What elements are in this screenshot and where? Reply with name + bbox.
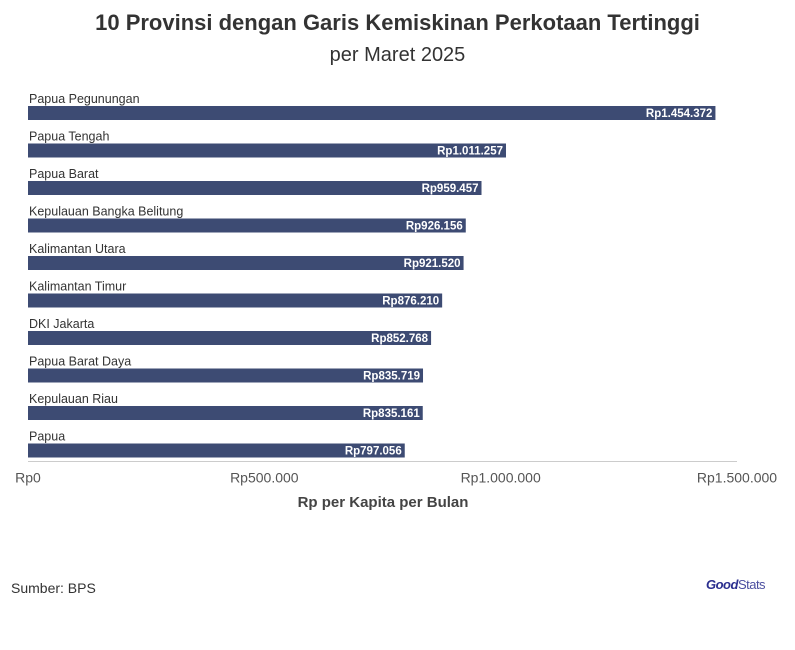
bar bbox=[28, 368, 424, 383]
goodstats-logo: GoodStats bbox=[706, 577, 766, 592]
data-label: Rp921.520 bbox=[404, 258, 461, 270]
category-label: Kalimantan Utara bbox=[29, 242, 126, 256]
data-label: Rp835.161 bbox=[363, 408, 421, 420]
category-label: Kepulauan Bangka Belitung bbox=[29, 205, 183, 219]
bar bbox=[28, 256, 464, 270]
chart-subtitle: per Maret 2025 bbox=[329, 44, 466, 66]
category-label: Papua Pegunungan bbox=[29, 92, 140, 106]
bar bbox=[28, 143, 506, 158]
data-label: Rp959.457 bbox=[422, 183, 479, 195]
logo-part-stats: Stats bbox=[737, 577, 766, 592]
category-label: Papua Barat Daya bbox=[29, 355, 131, 369]
x-tick-label: Rp1.000.000 bbox=[461, 470, 541, 486]
data-label: Rp1.011.257 bbox=[437, 146, 503, 158]
x-tick-label: Rp500.000 bbox=[230, 470, 299, 486]
bar bbox=[28, 218, 466, 233]
x-tick-label: Rp0 bbox=[15, 470, 41, 486]
x-axis-label: Rp per Kapita per Bulan bbox=[297, 494, 469, 511]
bar bbox=[28, 106, 716, 120]
category-label: Papua Tengah bbox=[29, 130, 109, 144]
bar bbox=[28, 331, 432, 345]
bar bbox=[28, 293, 443, 308]
data-label: Rp852.768 bbox=[371, 333, 429, 345]
data-label: Rp1.454.372 bbox=[646, 108, 713, 120]
category-label: Papua Barat bbox=[29, 167, 99, 181]
data-label: Rp926.156 bbox=[406, 221, 463, 233]
x-tick-label: Rp1.500.000 bbox=[697, 470, 777, 486]
category-label: DKI Jakarta bbox=[29, 317, 94, 331]
data-label: Rp876.210 bbox=[382, 296, 439, 308]
bar bbox=[28, 181, 482, 195]
logo-part-good: Good bbox=[706, 577, 738, 592]
bar bbox=[28, 406, 423, 420]
category-label: Kalimantan Timur bbox=[29, 280, 126, 294]
bar bbox=[28, 443, 405, 458]
data-label: Rp797.056 bbox=[345, 446, 402, 458]
category-label: Kepulauan Riau bbox=[29, 392, 118, 406]
data-label: Rp835.719 bbox=[363, 371, 420, 383]
source-note: Sumber: BPS bbox=[11, 580, 96, 596]
category-label: Papua bbox=[29, 430, 65, 444]
chart-title: 10 Provinsi dengan Garis Kemiskinan Perk… bbox=[95, 10, 700, 35]
